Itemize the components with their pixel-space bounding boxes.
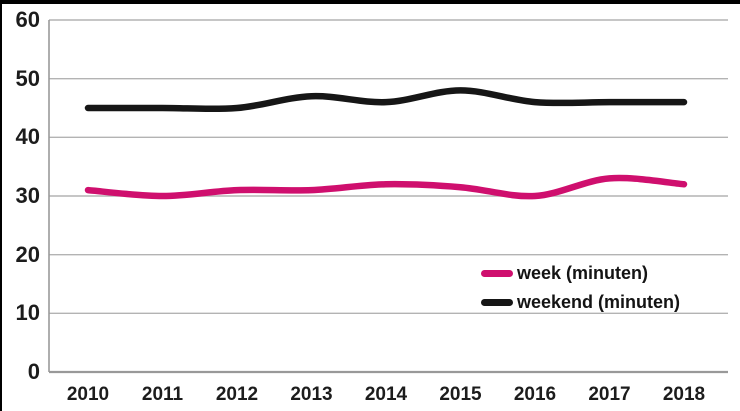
x-tick-label-2017: 2017: [588, 384, 631, 405]
x-tick-label-2010: 2010: [66, 384, 110, 405]
x-tick-label-2013: 2013: [290, 384, 333, 405]
y-tick-label-60: 60: [15, 7, 40, 32]
week-series-line: [84, 174, 688, 200]
legend-label-weekend: weekend (minuten): [517, 291, 681, 312]
y-tick-label-20: 20: [15, 241, 40, 267]
y-tick-label-50: 50: [15, 65, 40, 91]
top-border-bar: [0, 0, 740, 4]
legend-label-week: week (minuten): [517, 262, 649, 283]
weekend-series-line: [84, 87, 688, 113]
x-tick-label-2015: 2015: [439, 384, 482, 405]
x-tick-label-2016: 2016: [513, 384, 557, 405]
y-tick-label-40: 40: [15, 124, 40, 150]
x-tick-label-2018: 2018: [662, 384, 706, 405]
legend-item-week: week (minuten): [481, 261, 680, 285]
legend-swatch-week-icon: [481, 269, 513, 277]
legend-item-weekend: weekend (minuten): [481, 290, 680, 314]
x-tick-label-2012: 2012: [215, 384, 259, 405]
x-tick-label-2011: 2011: [141, 384, 184, 405]
chart-legend: week (minuten) weekend (minuten): [481, 261, 680, 314]
x-tick-label-2014: 2014: [364, 384, 408, 405]
left-border-bar: [0, 0, 2, 411]
y-tick-label-10: 10: [15, 300, 40, 326]
legend-swatch-weekend-icon: [481, 298, 513, 306]
y-tick-label-30: 30: [15, 183, 40, 208]
y-tick-label-0: 0: [27, 359, 40, 384]
